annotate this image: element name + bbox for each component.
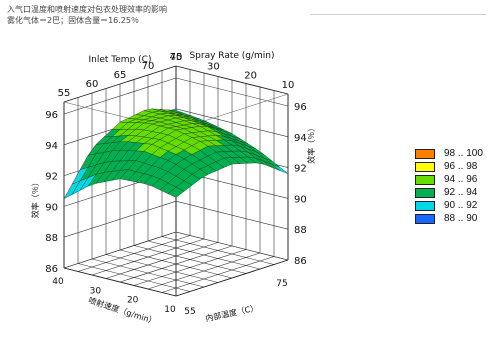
plot-frame [63,65,289,297]
header-divider [310,14,486,15]
z-tick-label-right: 90 [294,194,307,205]
legend-swatch [415,148,435,159]
chart-subtitle: 雾化气体＝2巴；固体含量＝16.25％ [7,16,139,25]
floor-gridline [147,240,261,270]
x-tick-label: 65 [114,70,127,81]
floor-right-tick: 55 [184,307,195,317]
legend: 98 .. 100 96 .. 98 94 .. 96 92 .. 94 90 .. 9… [415,147,483,225]
z-tick-label-right: 94 [294,133,307,144]
legend-swatch [415,187,435,198]
z-tick-label-left: 88 [45,233,58,244]
legend-label: 96 .. 98 [444,161,478,172]
floor-gridline [91,238,205,276]
z-tick-label-right: 86 [294,256,307,267]
floor-gridline [161,236,275,265]
floor-left-tick: 40 [52,277,64,287]
z-tick-label-left: 90 [45,202,58,213]
z-tick-label-right: 92 [294,164,307,175]
legend-item: 88 .. 90 [415,212,483,225]
legend-swatch [415,161,435,172]
legend-label: 98 .. 100 [444,148,483,159]
box-edge [175,259,289,297]
z-axis-label-right: 效率（％） [306,124,316,164]
x-axis-label: Inlet Temp (C) [89,55,152,65]
box-edge [63,65,177,103]
chart-title: 入气口温度和喷射速度对包衣处理效率的影响 [7,5,167,14]
x-tick-label: 70 [142,61,155,72]
legend-label: 92 .. 94 [444,187,478,198]
floor-gridline [63,231,177,269]
floor-left-tick: 10 [164,305,176,315]
floor-left-tick: 30 [90,286,102,296]
z-tick-label-left: 92 [45,172,58,183]
surface-cell [271,164,289,174]
surface-cell [167,186,185,198]
y-tick-label: 30 [207,61,220,72]
floor-right-tick: 75 [276,279,287,289]
z-tick-label-right: 96 [294,102,307,113]
surface-mesh [63,108,289,200]
chart-header: 入气口温度和喷射速度对包衣处理效率的影响 雾化气体＝2巴；固体含量＝16.25％ [7,4,167,26]
x-tick-label: 55 [58,88,71,99]
floor-gridline [133,245,247,274]
floor-left-label: 喷射速度（g/min） [87,295,157,326]
box-edge [63,267,177,297]
legend-item: 90 .. 92 [415,199,483,212]
z-tick-label-left: 86 [45,264,58,275]
x-tick-label: 60 [86,79,99,90]
floor-gridline [77,235,191,272]
x-tick-label: 75 [170,52,183,63]
y-axis-label: Spray Rate (g/min) [189,51,274,61]
y-tick-label: 20 [244,71,257,82]
z-tick-label-left: 96 [45,110,58,121]
floor-gridline [175,231,289,261]
legend-label: 88 .. 90 [444,213,478,224]
legend-label: 90 .. 92 [444,200,478,211]
legend-swatch [415,213,435,224]
surface-cell [63,180,81,200]
z-tick-label-right: 88 [294,225,307,236]
floor-right-label: 内部温度（C） [205,302,260,323]
floor-gridline [105,242,219,279]
legend-item: 94 .. 96 [415,173,483,186]
y-tick-label: 10 [282,80,295,91]
z-axis-label-left: 效率（％） [30,178,40,218]
z-tick-label-left: 94 [45,141,58,152]
legend-item: 98 .. 100 [415,147,483,160]
legend-item: 92 .. 94 [415,186,483,199]
legend-item: 96 .. 98 [415,160,483,173]
legend-swatch [415,200,435,211]
floor-left-tick: 20 [127,296,139,306]
box-edge [175,65,289,95]
y-tick-label: 40 [170,52,183,63]
legend-label: 94 .. 96 [444,174,478,185]
legend-swatch [415,174,435,185]
